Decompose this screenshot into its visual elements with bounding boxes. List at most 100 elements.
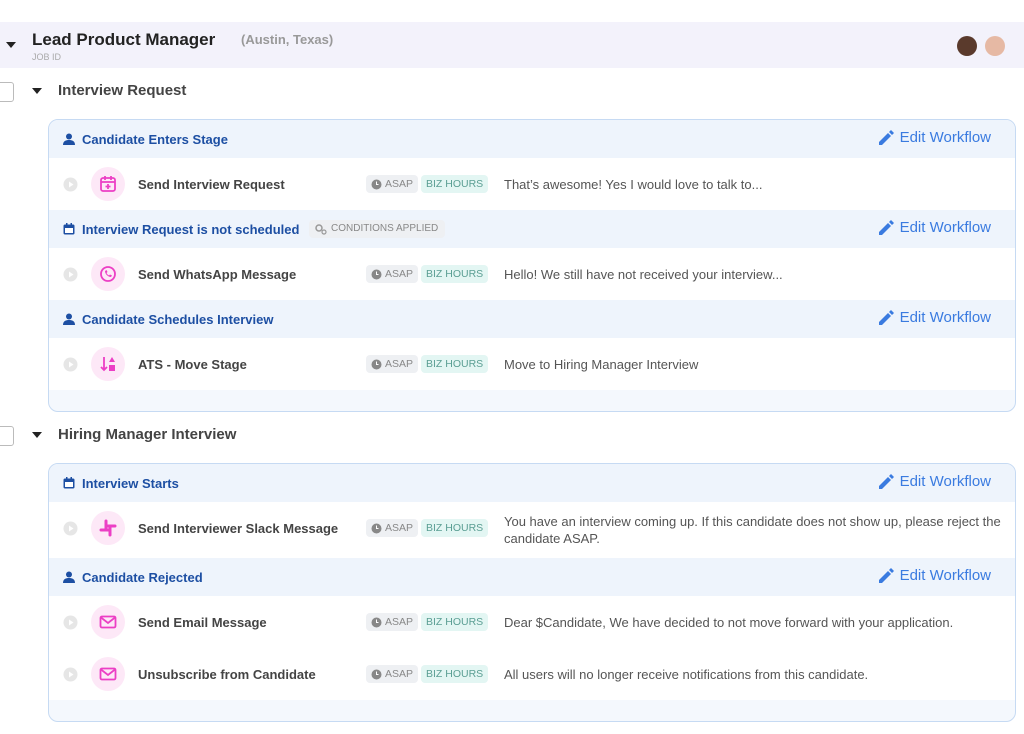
trigger-label-text: Candidate Enters Stage (82, 132, 228, 147)
play-button[interactable] (63, 521, 78, 541)
action-row: Send Email Message ASAP BIZ HOURS Dear $Can… (49, 596, 1015, 648)
workflow-card: Candidate Enters Stage Edit Workflow Send … (48, 119, 1016, 412)
trigger-row: Interview Request is not scheduled CONDIT… (49, 210, 1015, 248)
edit-workflow-button-text[interactable]: Edit Workflow (899, 129, 991, 146)
edit-workflow-button[interactable]: Edit Workflow (877, 473, 991, 490)
action-name-text: ATS - Move Stage (138, 357, 247, 372)
trigger-label-text: Interview Request is not scheduled (82, 222, 300, 237)
action-message: Hello! We still have not received your i… (504, 248, 1009, 300)
checkbox[interactable] (0, 426, 14, 446)
action-row: Send Interview Request ASAP BIZ HOURS That’… (49, 158, 1015, 210)
edit-workflow-button[interactable]: Edit Workflow (877, 129, 991, 146)
timing-tag-text: ASAP (385, 178, 414, 190)
timing-tag: ASAP (366, 265, 419, 283)
action-icon (91, 257, 125, 291)
trigger-label-text: Candidate Rejected (82, 570, 203, 585)
action-message: You have an interview coming up. If this… (504, 502, 1009, 558)
timing-tag: BIZ HOURS (421, 355, 489, 373)
play-button[interactable] (63, 267, 78, 287)
action-name: Send WhatsApp Message (138, 267, 296, 282)
trigger-row: Interview Starts Edit Workflow (49, 464, 1015, 502)
action-message-text: Hello! We still have not received your i… (504, 266, 783, 282)
stage-name-text: Hiring Manager Interview (58, 426, 237, 443)
action-name: Unsubscribe from Candidate (138, 667, 316, 682)
action-message: That’s awesome! Yes I would love to talk… (504, 158, 1009, 210)
avatar[interactable] (957, 36, 977, 56)
stage-name: Interview Request (58, 82, 186, 99)
job-location: (Austin, Texas) (241, 32, 334, 47)
job-header: Lead Product Manager (Austin, Texas) JOB… (0, 22, 1024, 68)
action-message-text: You have an interview coming up. If this… (504, 514, 1001, 546)
avatar[interactable] (985, 36, 1005, 56)
timing-tag: BIZ HOURS (421, 175, 489, 193)
trigger-label-text: Interview Starts (82, 476, 179, 491)
workflow-card: Interview Starts Edit Workflow Send Interv… (48, 463, 1016, 722)
action-name: ATS - Move Stage (138, 357, 247, 372)
timing-tag: ASAP (366, 175, 419, 193)
trigger-row: Candidate Enters Stage Edit Workflow (49, 120, 1015, 158)
timing-tag-text: ASAP (385, 268, 414, 280)
action-message-text: Dear $Candidate, We have decided to not … (504, 614, 954, 630)
stage-name: Hiring Manager Interview (58, 426, 236, 443)
checkbox[interactable] (0, 82, 14, 102)
action-message: Dear $Candidate, We have decided to not … (504, 596, 1009, 648)
timing-tag: ASAP (366, 519, 419, 537)
stage-header: Hiring Manager Interview (0, 412, 1024, 463)
edit-workflow-button[interactable]: Edit Workflow (877, 219, 991, 236)
trigger-label: Candidate Rejected (82, 570, 203, 585)
conditions-badge-text: CONDITIONS APPLIED (331, 223, 439, 234)
edit-workflow-button-text[interactable]: Edit Workflow (899, 567, 991, 584)
action-message-text: That’s awesome! Yes I would love to talk… (504, 176, 763, 192)
action-icon (91, 167, 125, 201)
action-message-text: All users will no longer receive notific… (504, 666, 869, 682)
trigger-label: Candidate Schedules Interview (82, 312, 273, 327)
play-button[interactable] (63, 357, 78, 377)
action-row: ATS - Move Stage ASAP BIZ HOURS Move to Hir… (49, 338, 1015, 390)
stages: Interview Request Candidate Enters Stage E… (0, 68, 1024, 722)
conditions-badge: CONDITIONS APPLIED (309, 220, 446, 238)
timing-tag-text: ASAP (385, 522, 414, 534)
edit-workflow-button[interactable]: Edit Workflow (877, 567, 991, 584)
action-name-text: Unsubscribe from Candidate (138, 667, 316, 682)
edit-workflow-button-text[interactable]: Edit Workflow (899, 309, 991, 326)
timing-tag: BIZ HOURS (421, 665, 489, 683)
action-name-text: Send WhatsApp Message (138, 267, 297, 282)
trigger-label: Interview Starts (82, 476, 179, 491)
trigger-label-text: Candidate Schedules Interview (82, 312, 274, 327)
action-row: Send WhatsApp Message ASAP BIZ HOURS Hello!… (49, 248, 1015, 300)
timing-tag-text: BIZ HOURS (426, 668, 484, 680)
edit-workflow-button[interactable]: Edit Workflow (877, 309, 991, 326)
action-name-text: Send Interview Request (138, 177, 285, 192)
timing-tag-text: BIZ HOURS (426, 616, 484, 628)
edit-workflow-button-text[interactable]: Edit Workflow (899, 219, 991, 236)
action-message: All users will no longer receive notific… (504, 648, 1009, 700)
collapse-caret[interactable] (6, 42, 16, 48)
play-button[interactable] (63, 615, 78, 635)
action-row: Unsubscribe from Candidate ASAP BIZ HOURS A… (49, 648, 1015, 700)
timing-tag-text: ASAP (385, 616, 414, 628)
timing-tag-text: ASAP (385, 358, 414, 370)
action-message-text: Move to Hiring Manager Interview (504, 356, 699, 372)
action-name-text: Send Email Message (138, 615, 267, 630)
stage-header: Interview Request (0, 68, 1024, 119)
action-icon (91, 347, 125, 381)
trigger-label: Candidate Enters Stage (82, 132, 228, 147)
action-row: Send Interviewer Slack Message ASAP BIZ HO… (49, 502, 1015, 558)
action-name: Send Interviewer Slack Message (138, 521, 338, 536)
timing-tag-text: BIZ HOURS (426, 358, 484, 370)
action-icon (91, 605, 125, 639)
action-icon (91, 511, 125, 545)
job-id-label: JOB ID (32, 52, 62, 62)
timing-tag-text: ASAP (385, 668, 414, 680)
timing-tag-text: BIZ HOURS (426, 268, 484, 280)
edit-workflow-button-text[interactable]: Edit Workflow (899, 473, 991, 490)
action-name: Send Email Message (138, 615, 267, 630)
trigger-row: Candidate Rejected Edit Workflow (49, 558, 1015, 596)
timing-tag-text: BIZ HOURS (426, 522, 484, 534)
timing-tag: BIZ HOURS (421, 265, 489, 283)
play-button[interactable] (63, 667, 78, 687)
action-message: Move to Hiring Manager Interview (504, 338, 1009, 390)
play-button[interactable] (63, 177, 78, 197)
timing-tag-text: BIZ HOURS (426, 178, 484, 190)
